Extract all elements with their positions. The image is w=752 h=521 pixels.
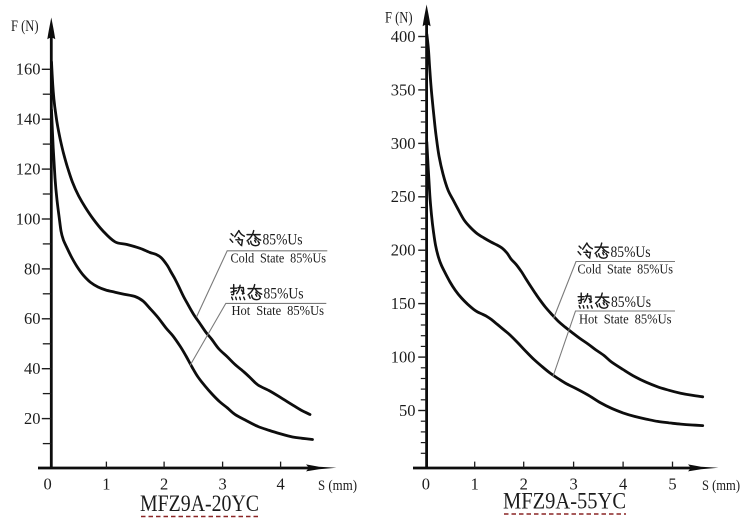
svg-text:200: 200 [391, 241, 416, 260]
svg-text:20: 20 [24, 409, 41, 428]
svg-text:50: 50 [399, 401, 416, 420]
svg-text:5: 5 [668, 475, 676, 494]
svg-text:Cold State 85%Us: Cold State 85%Us [578, 262, 674, 277]
svg-text:300: 300 [391, 134, 416, 153]
svg-text:0: 0 [422, 475, 430, 494]
svg-text:85%Us: 85%Us [611, 294, 651, 311]
svg-text:140: 140 [16, 110, 41, 129]
svg-text:F (N): F (N) [11, 18, 39, 35]
svg-text:0: 0 [43, 475, 51, 494]
svg-text:4: 4 [619, 475, 627, 494]
svg-text:60: 60 [24, 309, 41, 328]
svg-text:350: 350 [391, 80, 416, 99]
svg-text:120: 120 [16, 160, 41, 179]
svg-text:80: 80 [24, 259, 41, 278]
svg-text:40: 40 [24, 359, 41, 378]
svg-text:160: 160 [16, 60, 41, 79]
svg-text:3: 3 [569, 475, 577, 494]
svg-text:S (mm): S (mm) [318, 478, 357, 494]
svg-text:S (mm): S (mm) [702, 478, 740, 494]
svg-text:100: 100 [16, 209, 41, 228]
svg-text:1: 1 [102, 475, 110, 494]
svg-text:1: 1 [471, 475, 479, 494]
svg-text:3: 3 [218, 475, 226, 494]
svg-text:85%Us: 85%Us [264, 285, 304, 302]
svg-text:100: 100 [391, 348, 416, 367]
svg-text:Hot State 85%Us: Hot State 85%Us [232, 303, 325, 318]
svg-text:MFZ9A-55YC: MFZ9A-55YC [503, 489, 626, 514]
svg-text:2: 2 [160, 475, 168, 494]
svg-text:85%Us: 85%Us [611, 244, 651, 261]
svg-text:2: 2 [520, 475, 528, 494]
svg-text:Cold State 85%Us: Cold State 85%Us [231, 251, 327, 266]
svg-text:MFZ9A-20YC: MFZ9A-20YC [140, 491, 259, 516]
svg-text:400: 400 [391, 27, 416, 46]
svg-text:4: 4 [276, 475, 284, 494]
svg-text:85%Us: 85%Us [263, 231, 303, 248]
svg-text:150: 150 [391, 294, 416, 313]
svg-text:250: 250 [391, 187, 416, 206]
svg-text:Hot State 85%Us: Hot State 85%Us [579, 311, 672, 326]
svg-text:F (N): F (N) [385, 10, 413, 27]
